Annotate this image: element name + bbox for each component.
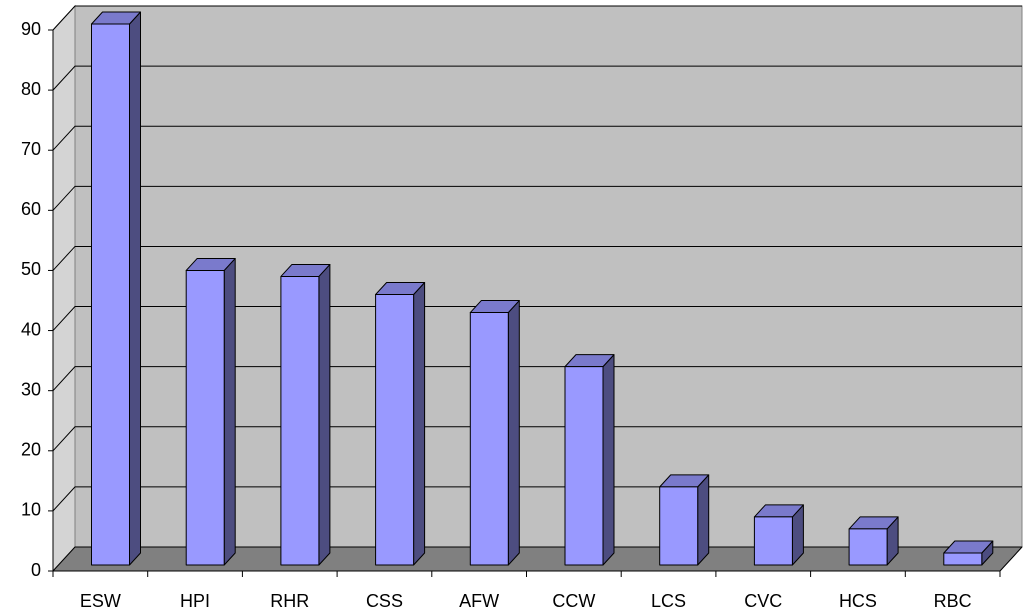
bar-side [223,257,236,566]
grid-line [52,65,1022,91]
grid-line [52,245,1022,271]
x-tick-label: LCS [651,591,686,611]
y-tick-label: 60 [21,199,41,219]
bar [659,474,710,566]
grid-line [52,125,1022,151]
bar-front [753,516,793,566]
bar-front [280,275,320,566]
grid-line [52,426,1022,452]
bar [280,263,331,566]
grid-line [52,5,1022,31]
x-tick-label: ESW [80,591,121,611]
bar-side [602,354,615,566]
bar [564,354,615,566]
x-tick-label: HCS [839,591,877,611]
bar-side [318,263,331,566]
y-tick-label: 0 [31,560,41,580]
grid-line [52,185,1022,211]
y-tick-label: 80 [21,79,41,99]
y-tick-label: 90 [21,19,41,39]
y-tick-label: 40 [21,319,41,339]
bar-front [943,552,983,566]
grid-line [52,306,1022,331]
bar-front [91,23,130,566]
y-tick-label: 10 [21,500,41,520]
bar [375,282,426,566]
side-wall [52,4,76,573]
bar-front [564,366,604,566]
bar [753,504,804,566]
y-tick-label: 70 [21,139,41,159]
bar-front [848,528,888,566]
grid-line [52,366,1022,392]
bar-front [185,269,225,566]
bar [91,11,141,566]
x-tick-label: CCW [552,591,595,611]
bar-side [129,11,141,566]
bar [469,300,520,566]
bar-side [413,282,426,566]
y-tick-label: 20 [21,440,41,460]
bar-front [375,294,415,566]
x-tick-label: RBC [934,591,972,611]
bar [848,516,899,566]
x-tick-label: RHR [270,591,309,611]
bar-side [507,300,520,566]
x-tick-label: CSS [366,591,403,611]
bar [185,257,236,566]
x-tick-label: HPI [180,591,210,611]
bar [943,540,994,566]
x-tick-label: CVC [744,591,782,611]
x-tick-label: AFW [459,591,499,611]
bar-front [659,486,699,566]
bar-side [697,474,710,566]
bar-front [469,312,509,566]
y-tick-label: 50 [21,259,41,279]
y-tick-label: 30 [21,379,41,399]
